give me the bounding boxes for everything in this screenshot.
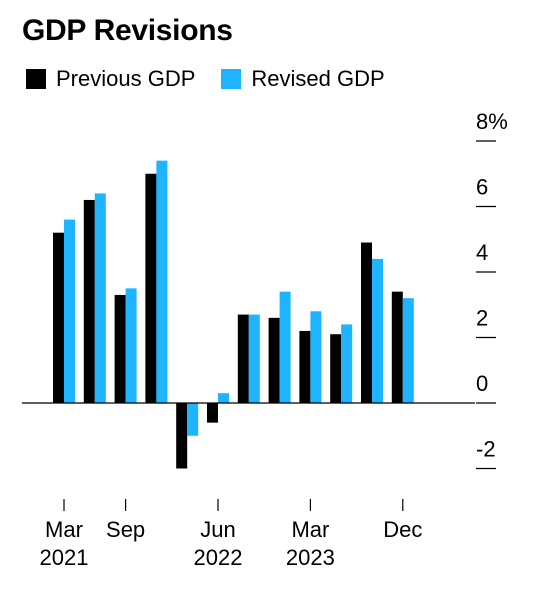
y-tick-label-4: 0 — [476, 371, 488, 396]
bar-previous-11 — [391, 291, 403, 403]
bar-revised-11 — [402, 298, 414, 403]
y-tick-label-0: 8% — [476, 109, 508, 134]
bar-revised-10 — [372, 258, 383, 403]
legend-item-revised: Revised GDP — [221, 66, 385, 92]
x-tick-label-year-2: 2022 — [194, 545, 243, 570]
bar-previous-9 — [330, 334, 342, 403]
x-tick-label-1: Sep — [106, 517, 145, 542]
bar-previous-3 — [145, 173, 157, 403]
x-tick-label-year-0: 2021 — [40, 545, 89, 570]
bar-revised-9 — [341, 324, 353, 403]
bar-revised-4 — [187, 403, 199, 436]
chart-title: GDP Revisions — [22, 14, 233, 47]
bar-revised-0 — [64, 219, 75, 403]
bar-previous-2 — [114, 294, 126, 403]
legend-swatch-previous — [26, 69, 46, 89]
bar-revised-3 — [156, 160, 168, 403]
bar-revised-2 — [125, 288, 137, 403]
y-tick-label-1: 6 — [476, 175, 488, 200]
bar-revised-6 — [248, 314, 260, 403]
bar-revised-5 — [218, 393, 229, 403]
bar-revised-8 — [310, 311, 322, 403]
y-tick-label-5: -2 — [476, 437, 496, 462]
y-tick-label-3: 2 — [476, 306, 488, 331]
x-tick-label-2: Jun — [200, 517, 235, 542]
bar-previous-5 — [207, 403, 218, 423]
bar-previous-8 — [299, 330, 311, 403]
bar-revised-1 — [94, 193, 106, 403]
x-tick-label-0: Mar — [45, 517, 83, 542]
bar-previous-6 — [237, 314, 249, 403]
bar-previous-4 — [176, 403, 188, 469]
legend-label-previous: Previous GDP — [56, 66, 196, 91]
bar-previous-0 — [53, 232, 64, 403]
legend: Previous GDP Revised GDP — [26, 66, 411, 92]
bar-previous-1 — [83, 199, 95, 403]
legend-label-revised: Revised GDP — [251, 66, 385, 91]
bar-revised-7 — [279, 291, 291, 403]
bar-previous-7 — [268, 317, 280, 403]
y-tick-label-2: 4 — [476, 240, 488, 265]
x-tick-label-year-3: 2023 — [286, 545, 335, 570]
x-tick-label-4: Dec — [383, 517, 422, 542]
x-tick-label-3: Mar — [291, 517, 329, 542]
legend-item-previous: Previous GDP — [26, 66, 195, 92]
bar-previous-10 — [361, 242, 372, 403]
legend-swatch-revised — [221, 69, 242, 89]
